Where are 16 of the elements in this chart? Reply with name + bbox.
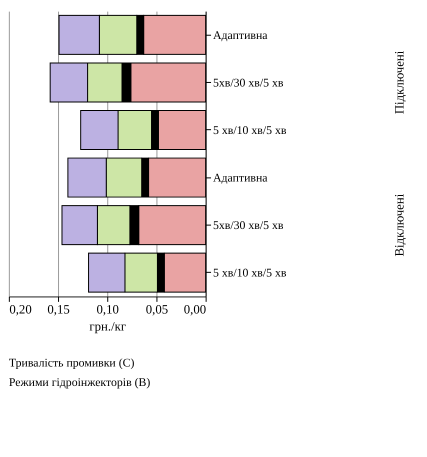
text: Тривалість промивки (С) xyxy=(8,355,134,370)
text: Підключені xyxy=(392,50,406,114)
x-tick-label: 0,05 xyxy=(146,302,168,317)
y-tick-label: Адаптивна xyxy=(213,28,268,42)
x-tick-label: 0,10 xyxy=(96,302,119,317)
y-tick-label: 5хв/30 хв/5 хв xyxy=(213,75,284,90)
x-tick-label: 0,20 xyxy=(9,302,32,317)
x-tick-label: 0,00 xyxy=(184,302,206,317)
x-tick-label: 0,15 xyxy=(47,302,70,317)
y-tick-label: 5 хв/10 хв/5 хв xyxy=(213,266,287,280)
y-tick-label: 5 хв/10 хв/5 хв xyxy=(213,122,287,137)
text: Режими гідроінжекторів (В) xyxy=(8,374,150,389)
y-tick-label: Адаптивна xyxy=(213,170,268,184)
x-axis-title: грн./кг xyxy=(89,319,126,334)
y-tick-label: 5хв/30 хв/5 хв xyxy=(213,218,284,232)
text: Відключені xyxy=(392,193,406,256)
